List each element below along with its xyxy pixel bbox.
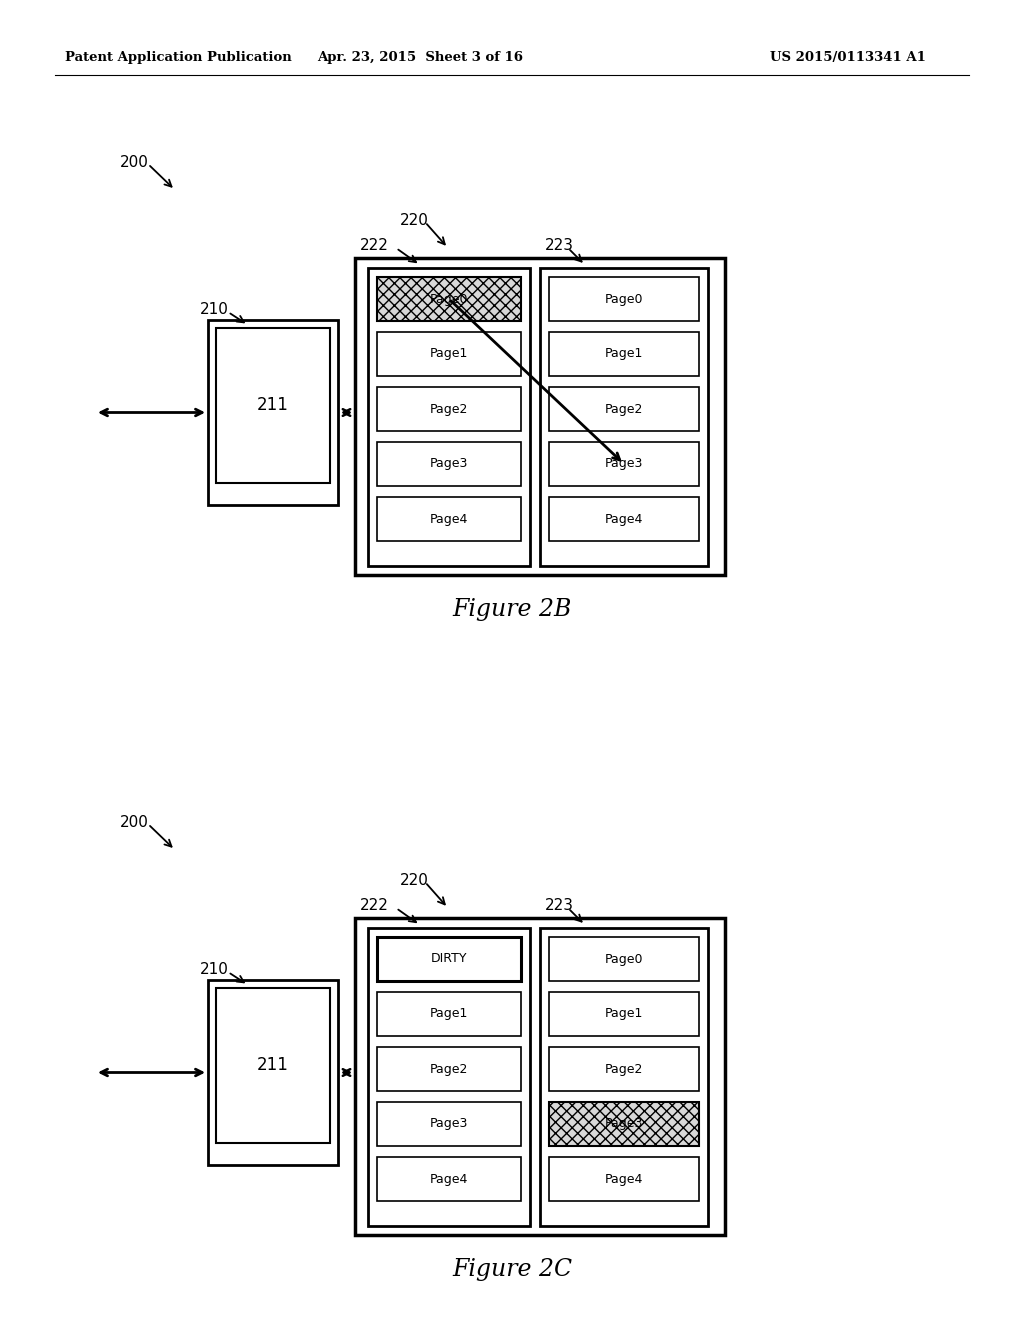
Bar [368, 928, 530, 1226]
Bar [377, 993, 521, 1036]
Bar [540, 928, 708, 1226]
Text: 222: 222 [360, 238, 389, 253]
Text: 210: 210 [200, 962, 229, 977]
Bar [549, 1047, 699, 1092]
Text: Patent Application Publication: Patent Application Publication [65, 51, 292, 65]
Text: 220: 220 [400, 873, 429, 888]
Text: Page4: Page4 [430, 1172, 468, 1185]
Bar [549, 993, 699, 1036]
Bar [216, 987, 330, 1143]
Bar [377, 937, 521, 981]
Text: Apr. 23, 2015  Sheet 3 of 16: Apr. 23, 2015 Sheet 3 of 16 [317, 51, 523, 65]
Bar [549, 277, 699, 321]
Bar [216, 327, 330, 483]
Bar [549, 498, 699, 541]
Text: Page1: Page1 [605, 1007, 643, 1020]
Text: Page4: Page4 [605, 1172, 643, 1185]
Text: Page1: Page1 [430, 347, 468, 360]
Bar [540, 268, 708, 566]
Text: Figure 2B: Figure 2B [453, 598, 571, 620]
Bar [377, 387, 521, 432]
Text: Page3: Page3 [430, 458, 468, 470]
Text: 211: 211 [257, 396, 289, 414]
Text: Page0: Page0 [605, 953, 643, 965]
Text: US 2015/0113341 A1: US 2015/0113341 A1 [770, 51, 926, 65]
Bar [549, 442, 699, 486]
Text: Page0: Page0 [430, 293, 468, 305]
Bar [355, 257, 725, 576]
Text: 220: 220 [400, 213, 429, 228]
Bar [549, 937, 699, 981]
Bar [377, 442, 521, 486]
Text: 223: 223 [545, 238, 574, 253]
Text: 200: 200 [120, 814, 148, 830]
Bar [549, 387, 699, 432]
Text: Page3: Page3 [430, 1118, 468, 1130]
Text: 200: 200 [120, 154, 148, 170]
Text: 222: 222 [360, 898, 389, 913]
Bar [377, 277, 521, 321]
Bar [377, 333, 521, 376]
Text: Page3: Page3 [605, 1118, 643, 1130]
Bar [377, 1047, 521, 1092]
Bar [549, 333, 699, 376]
Text: Page4: Page4 [430, 512, 468, 525]
Text: Page2: Page2 [430, 1063, 468, 1076]
Text: Page1: Page1 [605, 347, 643, 360]
Bar [549, 1158, 699, 1201]
Bar [377, 498, 521, 541]
Bar [549, 1102, 699, 1146]
Text: Page1: Page1 [430, 1007, 468, 1020]
Bar [377, 1102, 521, 1146]
Text: Page3: Page3 [605, 458, 643, 470]
Text: 211: 211 [257, 1056, 289, 1074]
Text: Figure 2C: Figure 2C [452, 1258, 572, 1280]
Text: Page2: Page2 [605, 403, 643, 416]
Text: 223: 223 [545, 898, 574, 913]
Bar [208, 979, 338, 1166]
Bar [208, 319, 338, 506]
Text: Page0: Page0 [605, 293, 643, 305]
Text: DIRTY: DIRTY [431, 953, 467, 965]
Text: Page2: Page2 [605, 1063, 643, 1076]
Bar [355, 917, 725, 1236]
Text: 210: 210 [200, 302, 229, 317]
Bar [377, 1158, 521, 1201]
Text: Page2: Page2 [430, 403, 468, 416]
Bar [368, 268, 530, 566]
Text: Page4: Page4 [605, 512, 643, 525]
